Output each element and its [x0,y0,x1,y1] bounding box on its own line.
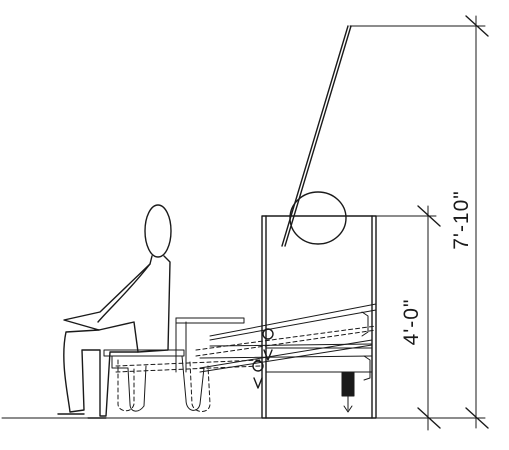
unit-height-label: 4'-0" [400,299,423,346]
person-legs [63,329,139,417]
person-torso [63,255,171,353]
cabinet-unit [261,215,377,419]
dimension-unit-height [375,205,441,431]
person-feet [57,413,107,419]
folding-table-positions [115,303,377,381]
upper-pivot [262,328,274,340]
chair-frame [103,317,245,412]
person-arm [97,263,151,323]
spring-counterweight [341,371,355,413]
pivot-hinges [252,328,274,389]
lamp-arm [281,25,349,247]
dimension-overall-height [349,15,489,429]
lower-pivot [252,360,264,372]
lamp-fixture [281,25,352,247]
overall-height-label: 7'-10" [450,190,473,250]
cabinet-outline [261,215,377,419]
person-head [144,204,172,258]
seated-person-figure [57,204,172,419]
